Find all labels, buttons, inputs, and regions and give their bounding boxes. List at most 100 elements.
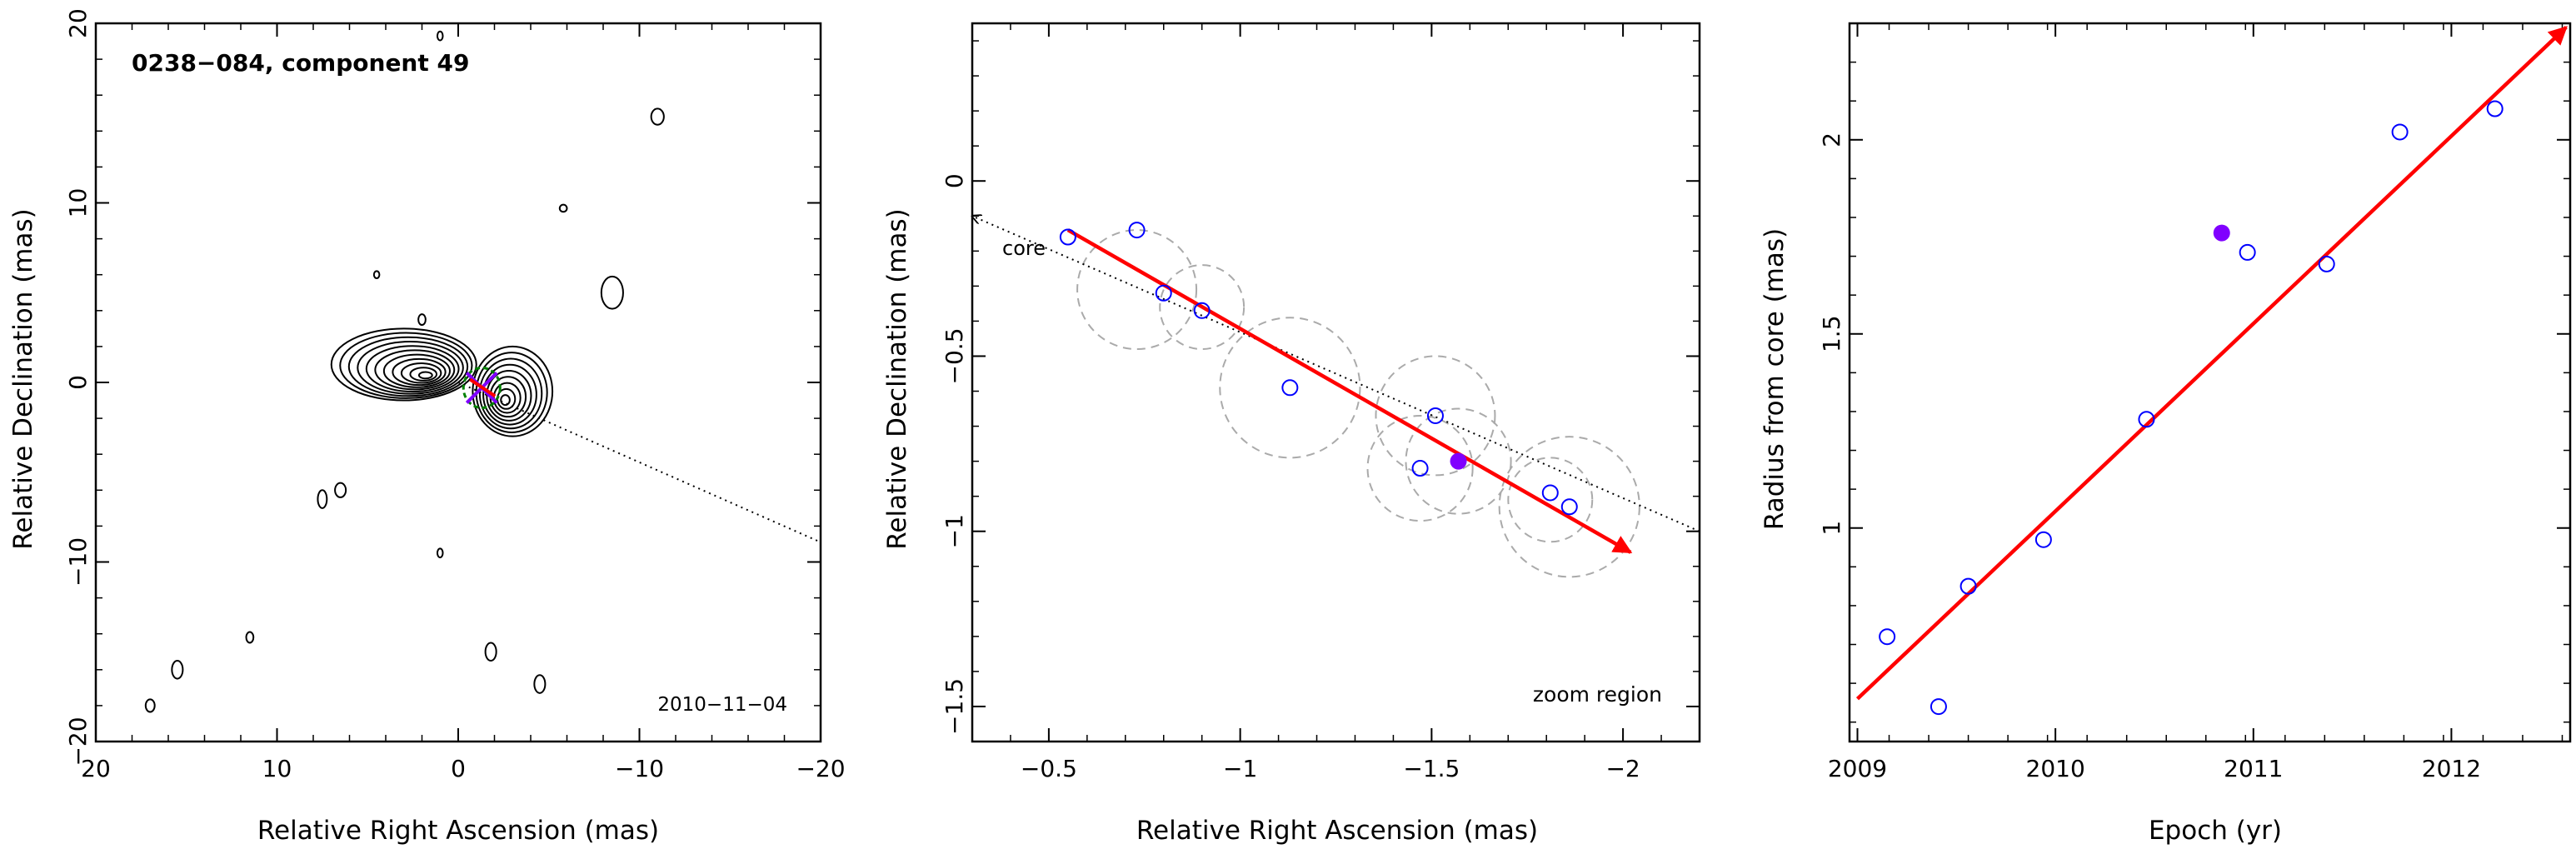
- highlight-point: [1450, 452, 1467, 470]
- beam-circle: [1375, 355, 1496, 477]
- data-point: [1193, 302, 1211, 319]
- noise-contour: [417, 313, 427, 327]
- right-x-axis-label: Epoch (yr): [2149, 816, 2282, 846]
- beam-circle: [1219, 317, 1361, 459]
- left-xtick-label: 0: [451, 755, 466, 782]
- data-point: [2034, 531, 2052, 548]
- data-point: [2391, 123, 2409, 141]
- data-point: [1281, 379, 1299, 397]
- data-point: [1541, 484, 1559, 502]
- trend-line: [1855, 26, 2568, 701]
- contour-level: [500, 394, 511, 407]
- right-ytick-label: 2: [1818, 132, 1845, 147]
- middle-core-label: core: [1002, 237, 1046, 260]
- data-point: [1426, 407, 1444, 424]
- panel-middle-zoom: −0.5 −1 −1.5 −2 0 −0.5 −1 −1.5 core zoom region…: [882, 22, 1701, 846]
- contour-level: [482, 363, 537, 426]
- noise-contour: [558, 203, 568, 213]
- noise-contour: [650, 107, 665, 126]
- middle-y-axis-label: Relative Declination (mas): [882, 208, 912, 550]
- contour-level: [330, 327, 477, 402]
- middle-ytick-label: 0: [941, 173, 968, 188]
- beam-circle: [1159, 264, 1246, 351]
- left-ytick-label: −20: [64, 717, 92, 766]
- data-point: [1959, 577, 1977, 595]
- right-xtick-label: 2011: [2224, 755, 2283, 782]
- beam-circle: [1498, 436, 1640, 578]
- left-ytick-label: −10: [64, 537, 92, 587]
- beam-circle: [1405, 407, 1512, 515]
- right-frame: [1848, 22, 2572, 743]
- noise-contour: [372, 270, 381, 280]
- noise-contour: [171, 660, 184, 680]
- velocity-vector: [469, 377, 497, 398]
- right-ytick-label: 1.5: [1818, 315, 1845, 352]
- left-ytick-label: 10: [64, 188, 92, 218]
- noise-contour: [317, 489, 328, 509]
- panel-right-radius-vs-epoch: 2009 2010 2011 2012 1 1.5 2 Epoch (yr) Radius …: [1760, 22, 2572, 846]
- velocity-vector: [1066, 228, 1633, 554]
- noise-contour: [436, 30, 444, 42]
- middle-x-axis-label: Relative Right Ascension (mas): [1136, 816, 1538, 846]
- noise-contour: [144, 698, 156, 713]
- left-ytick-label: 0: [64, 375, 92, 390]
- left-y-axis-label: Relative Declination (mas): [8, 208, 38, 550]
- contour-level: [392, 357, 447, 387]
- core-direction-line: [972, 216, 1700, 532]
- middle-xtick-label: −0.5: [1021, 755, 1077, 782]
- contour-level: [409, 367, 438, 382]
- middle-xtick-label: −1.5: [1403, 755, 1460, 782]
- middle-plot-area: −0.5 −1 −1.5 −2 0 −0.5 −1 −1.5: [941, 22, 1701, 782]
- left-date-label: 2010−11−04: [657, 694, 787, 716]
- contour-level: [382, 353, 451, 388]
- data-point: [1059, 228, 1076, 246]
- noise-contour: [334, 482, 347, 498]
- data-point: [2318, 255, 2335, 272]
- contour-level: [478, 357, 543, 430]
- left-x-axis-label: Relative Right Ascension (mas): [257, 816, 659, 846]
- right-y-axis-label: Radius from core (mas): [1760, 228, 1790, 530]
- middle-zoom-region-label: zoom region: [1533, 682, 1662, 707]
- noise-contour: [533, 674, 547, 694]
- middle-xtick-label: −1: [1223, 755, 1257, 782]
- middle-frame: [971, 22, 1701, 743]
- left-xtick-label: 10: [262, 755, 292, 782]
- data-point: [2138, 411, 2155, 428]
- contour-level: [472, 345, 554, 437]
- contour-level: [417, 371, 433, 380]
- beam-circle: [1507, 457, 1594, 543]
- beam-circle: [1366, 414, 1474, 522]
- middle-ytick-label: −1: [941, 514, 968, 548]
- contour-level: [365, 345, 460, 393]
- component-ellipse: [462, 366, 502, 409]
- left-xtick-label: −20: [796, 755, 845, 782]
- data-point: [2239, 243, 2256, 261]
- highlight-point: [2213, 224, 2230, 242]
- contour-level: [357, 340, 464, 395]
- left-ytick-label: 20: [64, 8, 92, 38]
- right-xtick-label: 2009: [1828, 755, 1887, 782]
- left-xtick-label: 20: [81, 755, 111, 782]
- data-point: [1128, 222, 1146, 239]
- right-plot-area: 2009 2010 2011 2012 1 1.5 2: [1818, 22, 2572, 782]
- data-point: [2486, 100, 2504, 117]
- middle-xtick-label: −2: [1605, 755, 1640, 782]
- data-point: [1879, 628, 1896, 646]
- contour-level: [347, 336, 469, 397]
- noise-contour: [600, 275, 624, 310]
- left-xtick-label: −10: [615, 755, 664, 782]
- noise-contour: [245, 631, 255, 644]
- contour-level: [374, 349, 456, 391]
- noise-contour: [484, 642, 497, 662]
- data-point: [1560, 498, 1578, 516]
- right-ytick-label: 1: [1818, 521, 1845, 536]
- left-title: 0238−084, component 49: [132, 49, 469, 77]
- contour-level: [400, 362, 442, 384]
- contour-level: [486, 370, 532, 422]
- right-xtick-label: 2010: [2026, 755, 2085, 782]
- noise-contour: [436, 547, 444, 559]
- data-point: [1930, 698, 1947, 716]
- beam-circle: [1076, 229, 1198, 351]
